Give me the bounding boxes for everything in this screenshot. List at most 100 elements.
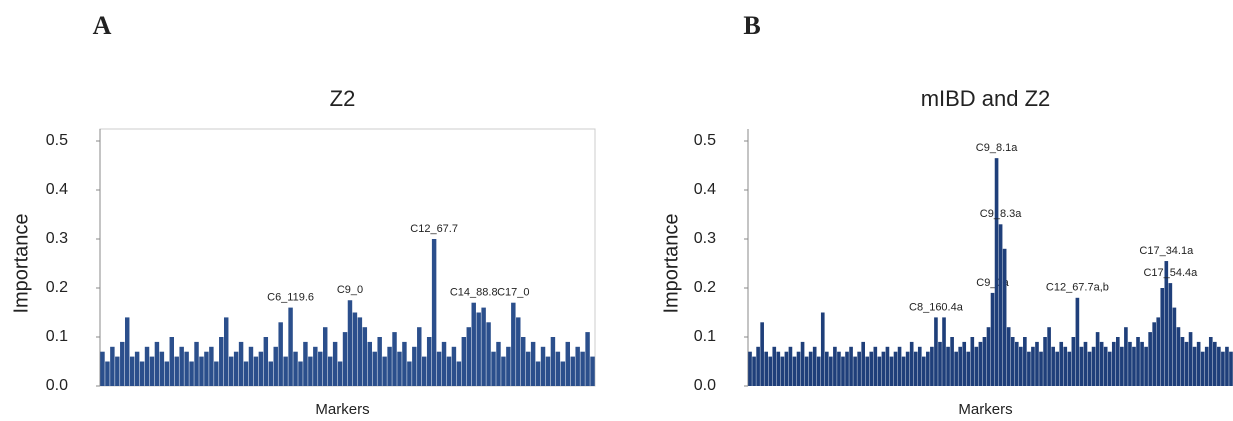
bar [938,341,942,386]
bar [387,346,392,386]
marker-label: C9_8.3a [980,208,1022,220]
bar [263,337,269,386]
bar [520,337,526,386]
bar [357,317,363,386]
bar [446,356,452,386]
panel-letter: B [743,11,760,40]
bar [829,356,833,386]
bar [491,351,496,386]
bar [1229,351,1233,386]
bar [1091,346,1096,386]
bar [921,356,926,386]
bar [752,356,756,386]
bar [441,341,447,386]
bar [209,346,214,386]
bar [1079,346,1084,386]
bar [506,346,511,386]
bar [1010,337,1015,386]
bar [164,361,170,386]
bar [535,361,541,386]
bar [982,337,987,386]
bar [748,351,752,386]
bar [451,346,457,386]
bar [1225,346,1229,386]
bar [283,356,288,386]
y-tick-label: 0.5 [46,132,68,149]
bar [1103,346,1108,386]
bar [1140,341,1144,386]
bar [861,341,866,386]
chart-title: Z2 [330,86,356,111]
marker-label: C17_34.1a [1139,245,1194,257]
bar [565,341,571,386]
bar [223,317,229,386]
bar [486,322,491,386]
bar [184,351,189,386]
bar [1014,341,1019,386]
bar [337,361,343,386]
panel-letter: A [93,11,112,40]
bar [105,361,110,386]
bar [580,351,585,386]
bar [115,356,120,386]
bar [402,341,407,386]
bar [575,346,580,386]
bar [893,351,898,386]
bar [124,317,130,386]
bar [1208,337,1213,386]
bar [1128,341,1132,386]
bar [1204,346,1209,386]
bar [994,158,999,386]
bar [776,351,781,386]
y-tick-label: 0.3 [46,230,68,247]
bar [318,351,323,386]
bar [436,351,442,386]
bar [347,300,353,386]
bar [501,356,506,386]
bar [1156,317,1161,386]
bar [909,341,914,386]
bar [407,361,412,386]
bar [1083,341,1088,386]
bar [1221,351,1225,386]
bar [1120,346,1124,386]
bar [516,317,521,386]
bar [397,351,402,386]
bar [800,341,805,386]
bar [298,361,303,386]
bar [417,327,422,386]
bar [986,327,991,386]
bar [784,351,789,386]
bar [1168,283,1173,386]
bar [1152,322,1157,386]
marker-label: C17_54.4a [1143,267,1198,279]
y-tick-label: 0.5 [694,132,716,149]
bar [461,337,467,386]
bar [1184,341,1189,386]
bar [1111,341,1116,386]
bar [962,341,967,386]
bar [322,327,328,386]
bar [149,356,155,386]
bar [1144,346,1148,386]
bar [590,356,595,386]
bar [1002,248,1007,386]
bar [1059,341,1064,386]
bar [139,361,145,386]
marker-label: C9_0 [337,284,363,296]
bar [1132,346,1136,386]
bar [372,351,377,386]
marker-label: C12_67.7 [410,223,458,235]
bar [946,346,950,386]
bar [1200,351,1205,386]
bar [958,346,963,386]
bar [1075,297,1080,386]
bar [585,332,590,386]
bar [367,341,373,386]
bar [1087,351,1092,386]
bar [120,341,125,386]
bar [820,312,825,386]
bar [1063,346,1068,386]
bar [934,317,938,386]
y-tick-label: 0.4 [694,181,716,198]
